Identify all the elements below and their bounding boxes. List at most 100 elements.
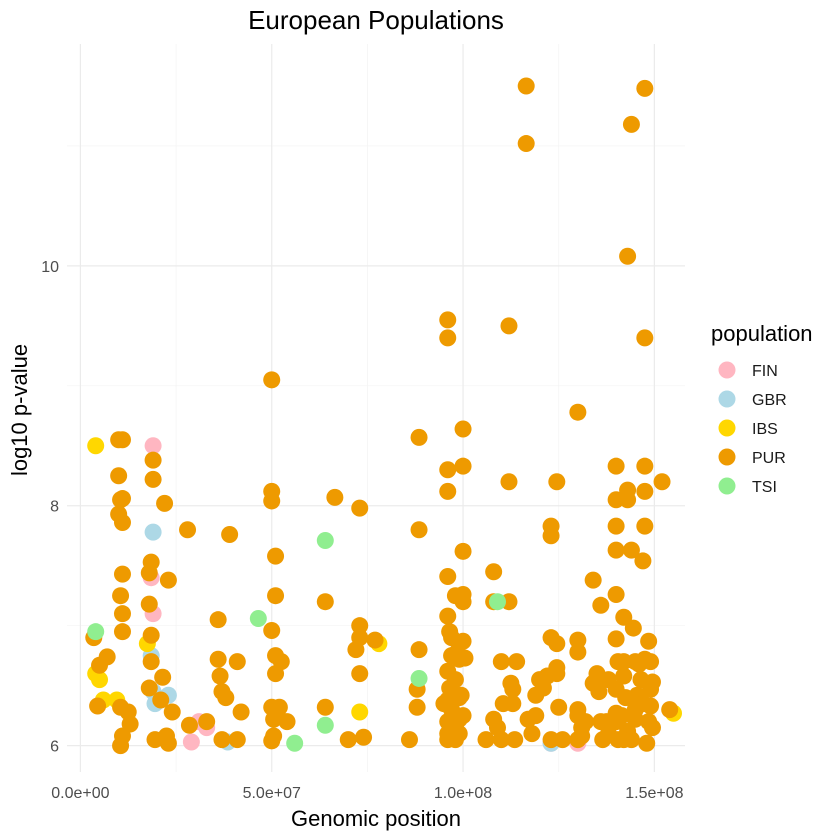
data-point-pur [400,731,418,749]
data-point-ibs [87,437,105,455]
data-point-pur [607,541,625,559]
y-tick-label: 8 [50,499,59,516]
data-point-pur [316,698,334,716]
legend-label: PUR [752,450,786,467]
data-point-pur [569,643,587,661]
data-point-pur [542,527,560,545]
legend-key-ibs [718,419,736,437]
data-point-pur [278,713,296,731]
data-points [85,77,683,755]
data-point-pur [607,630,625,648]
data-point-pur [217,689,235,707]
data-point-pur [156,494,174,512]
legend-label: TSI [752,479,777,496]
data-point-pur [615,667,633,685]
data-point-pur [508,653,526,671]
data-point-tsi [87,623,105,641]
data-point-pur [267,587,285,605]
data-point-pur [263,732,281,750]
data-point-pur [500,473,518,491]
data-point-pur [577,713,595,731]
data-point-pur [113,514,131,532]
data-point-pur [642,653,660,671]
data-point-pur [351,617,369,635]
data-point-pur [638,734,656,752]
data-point-pur [492,653,510,671]
data-point-pur [517,77,535,95]
data-point-pur [607,517,625,535]
chart-title: European Populations [248,5,504,35]
data-point-pur [624,619,642,637]
legend-item-pur: PUR [718,448,786,467]
y-tick-label: 10 [41,259,59,276]
data-point-pur [263,621,281,639]
data-point-pur [643,719,661,737]
data-point-pur [592,596,610,614]
data-point-pur [590,683,608,701]
legend: population FIN GBR IBS PUR TSI [711,321,813,496]
data-point-pur [619,247,637,265]
data-point-pur [140,679,158,697]
tick-labels: 0.0e+00 5.0e+07 1.0e+08 1.5e+08 6 8 10 [41,259,683,802]
data-point-pur [351,665,369,683]
data-point-pur [661,701,679,719]
data-point-pur [636,517,654,535]
legend-items: FIN GBR IBS PUR TSI [718,361,787,496]
data-point-pur [263,492,281,510]
data-point-pur [140,595,158,613]
x-tick-label: 1.0e+08 [434,785,492,802]
legend-item-ibs: IBS [718,419,778,438]
data-point-pur [154,668,172,686]
x-tick-label: 0.0e+00 [51,785,109,802]
data-point-pur [410,428,428,446]
data-point-pur [272,653,290,671]
legend-item-gbr: GBR [718,390,787,409]
data-point-pur [485,563,503,581]
data-point-pur [347,641,365,659]
data-point-pur [209,611,227,629]
data-point-pur [569,631,587,649]
data-point-pur [626,710,644,728]
data-point-pur [523,725,541,743]
data-point-pur [527,707,545,725]
data-point-ibs [351,703,369,721]
data-point-pur [640,632,658,650]
data-point-pur [446,731,464,749]
data-point-pur [140,564,158,582]
data-point-pur [653,473,671,491]
data-point-pur [152,691,170,709]
data-point-pur [548,665,566,683]
data-point-pur [500,317,518,335]
data-point-pur [198,713,216,731]
data-point-pur [506,731,524,749]
data-point-pur [613,707,631,725]
data-point-pur [142,653,160,671]
data-point-pur [157,727,175,745]
data-point-pur [452,686,470,704]
data-point-pur [98,648,116,666]
x-tick-label: 5.0e+07 [243,785,301,802]
data-point-pur [517,135,535,153]
data-point-fin [182,733,200,751]
legend-title: population [711,321,813,346]
data-point-pur [569,403,587,421]
data-point-pur [643,673,661,691]
data-point-pur [607,457,625,475]
data-point-pur [548,635,566,653]
data-point-pur [584,571,602,589]
data-point-pur [439,329,457,347]
data-point-gbr [144,523,162,541]
data-point-pur [439,482,457,500]
data-point-pur [439,607,457,625]
data-point-pur [636,457,654,475]
data-point-pur [213,731,231,749]
data-point-pur [121,715,139,733]
legend-label: GBR [752,392,787,409]
y-tick-label: 6 [50,739,59,756]
data-point-pur [439,461,457,479]
data-point-pur [112,737,130,755]
data-point-pur [113,490,131,508]
data-point-pur [634,552,652,570]
legend-item-tsi: TSI [718,477,777,496]
